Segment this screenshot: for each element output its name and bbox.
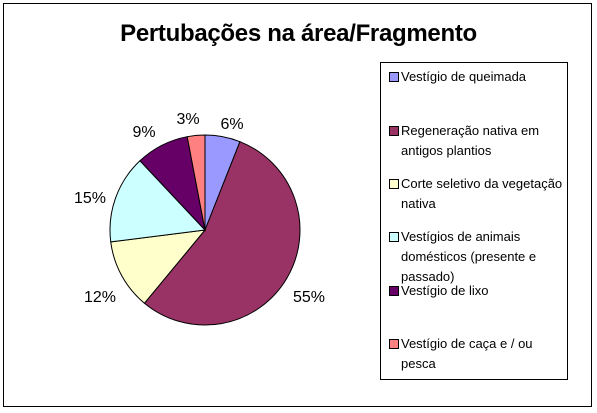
pie-slice-regeneracao [143, 141, 301, 326]
legend-label-corte: Corte seletivo da vegetação nativa [401, 176, 563, 211]
legend-swatch-corte [389, 179, 399, 189]
legend-swatch-caca [389, 339, 399, 349]
legend-label-animais: Vestígios de animais domésticos (present… [401, 229, 537, 284]
legend-swatch-lixo [389, 286, 399, 296]
pie-label-animais: 15% [74, 190, 106, 207]
pie-slice-animais [109, 160, 207, 243]
legend-swatch-regeneracao [389, 126, 399, 136]
pie-label-lixo: 9% [132, 124, 155, 141]
pie-label-caca: 3% [176, 111, 199, 128]
legend-label-lixo: Vestígio de lixo [401, 283, 489, 298]
legend-swatch-queimada [389, 72, 399, 82]
pie-label-queimada: 6% [220, 116, 243, 133]
legend: Vestígio de queimada Regeneração nativa … [380, 62, 568, 380]
legend-label-queimada: Vestígio de queimada [401, 69, 527, 84]
pie-slice-corte [110, 229, 207, 304]
legend-swatch-animais [389, 232, 399, 242]
chart-title: Pertubações na área/Fragmento [120, 20, 477, 47]
pie-label-corte: 12% [84, 289, 116, 306]
legend-label-regeneracao: Regeneração nativa em antigos plantios [401, 123, 540, 158]
pie-label-regeneracao: 55% [293, 289, 325, 306]
legend-label-caca: Vestígio de caça e / ou pesca [401, 336, 533, 371]
pie-slice-caca [186, 134, 206, 231]
